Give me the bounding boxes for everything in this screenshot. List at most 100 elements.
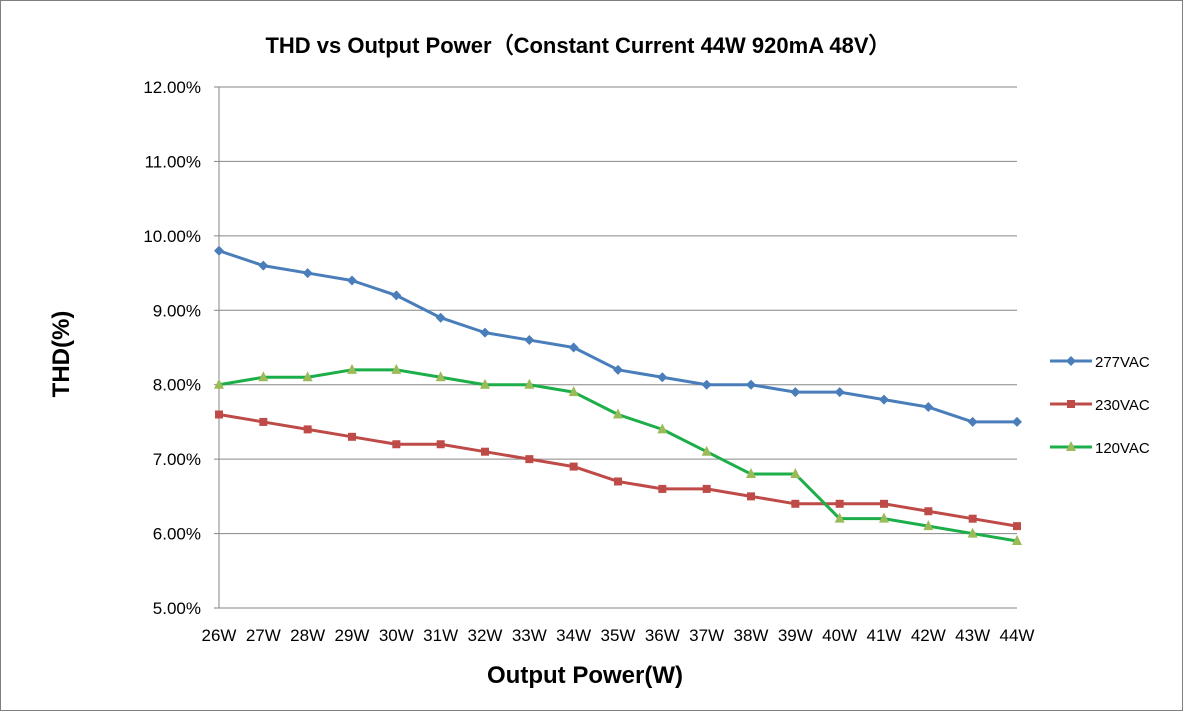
data-point	[214, 245, 224, 256]
data-point	[435, 371, 446, 382]
series-line	[218, 368, 1018, 543]
data-point	[347, 275, 357, 286]
data-point	[347, 363, 357, 374]
x-tick-label: 36W	[645, 626, 680, 645]
data-point	[923, 520, 934, 531]
x-tick-label: 42W	[911, 626, 946, 645]
y-tick-labels: 5.00% 6.00% 7.00% 8.00% 9.00% 10.00% 11.00% 12.…	[143, 78, 201, 618]
legend-label: 277VAC	[1095, 354, 1150, 371]
data-point	[481, 447, 489, 456]
data-point	[259, 417, 268, 426]
data-point	[613, 364, 623, 375]
x-tick-label: 40W	[822, 626, 857, 645]
data-point	[435, 312, 446, 323]
data-point	[302, 268, 313, 279]
y-tick-label: 6.00%	[153, 525, 201, 544]
x-tick-label: 37W	[689, 626, 724, 645]
data-point	[258, 260, 269, 271]
data-point	[702, 484, 711, 493]
x-tick-label: 27W	[246, 626, 281, 645]
data-point	[613, 408, 623, 419]
data-point	[568, 342, 579, 353]
legend-item: 230VAC	[1050, 397, 1150, 414]
data-point	[879, 394, 889, 405]
data-point	[924, 507, 933, 516]
data-point	[790, 387, 801, 398]
data-point	[614, 477, 622, 486]
x-tick-label: 43W	[955, 626, 990, 645]
y-tick-label: 12.00%	[143, 78, 201, 97]
axes	[214, 86, 1017, 609]
x-axis-title: Output Power(W)	[487, 662, 683, 689]
data-point	[1012, 535, 1022, 546]
data-point	[303, 425, 312, 434]
data-point	[436, 440, 445, 449]
chart-title: THD vs Output Power（Constant Current 44W…	[265, 33, 890, 58]
data-point	[391, 363, 402, 374]
y-tick-label: 5.00%	[153, 599, 201, 618]
x-tick-labels: 26W 27W 28W 29W 30W 31W 32W 33W 34W 35W 36W 37W 38W 3…	[202, 626, 1035, 645]
data-point	[1012, 416, 1022, 427]
series-line	[218, 413, 1018, 528]
x-tick-label: 31W	[423, 626, 458, 645]
data-point	[214, 378, 224, 389]
y-tick-label: 10.00%	[143, 227, 201, 246]
x-tick-label: 34W	[556, 626, 591, 645]
x-tick-label: 35W	[601, 626, 636, 645]
y-tick-label: 9.00%	[153, 301, 201, 320]
gridlines	[219, 86, 1017, 535]
legend-label: 230VAC	[1095, 397, 1150, 414]
data-point	[701, 379, 712, 390]
data-point	[658, 484, 667, 493]
series-120VAC	[214, 363, 1022, 546]
x-tick-label: 28W	[290, 626, 325, 645]
data-point	[967, 527, 978, 538]
legend-item: 277VAC	[1050, 354, 1150, 371]
data-point	[967, 416, 978, 427]
data-series	[214, 245, 1022, 546]
data-point	[1066, 356, 1076, 366]
data-point	[879, 512, 889, 523]
data-point	[569, 462, 578, 471]
x-tick-label: 38W	[734, 626, 769, 645]
x-tick-label: 39W	[778, 626, 813, 645]
data-point	[746, 468, 756, 479]
data-point	[480, 378, 490, 389]
series-line	[218, 249, 1017, 424]
y-axis-title: THD(%)	[48, 311, 75, 398]
legend: 277VAC 230VAC 120VAC	[1050, 354, 1150, 457]
legend-label: 120VAC	[1095, 440, 1150, 457]
y-tick-label: 8.00%	[153, 376, 201, 395]
x-tick-label: 32W	[468, 626, 503, 645]
series-230VAC	[215, 410, 1021, 531]
data-point	[701, 445, 712, 456]
data-point	[1013, 522, 1021, 531]
data-point	[791, 499, 800, 508]
x-tick-label: 44W	[1000, 626, 1035, 645]
data-point	[392, 440, 401, 449]
data-point	[302, 371, 313, 382]
data-point	[258, 371, 269, 382]
data-point	[746, 379, 756, 390]
x-tick-label: 26W	[202, 626, 237, 645]
x-tick-label: 30W	[379, 626, 414, 645]
data-point	[524, 335, 535, 346]
data-point	[1066, 441, 1076, 451]
data-point	[834, 387, 845, 398]
data-point	[480, 327, 490, 338]
x-tick-label: 29W	[335, 626, 370, 645]
legend-item: 120VAC	[1050, 440, 1150, 457]
data-point	[657, 423, 668, 434]
data-point	[1067, 400, 1075, 408]
data-point	[923, 402, 934, 413]
data-point	[391, 290, 402, 301]
data-point	[657, 372, 668, 383]
data-point	[834, 512, 845, 523]
data-point	[215, 410, 223, 419]
data-point	[568, 386, 579, 397]
y-tick-label: 11.00%	[145, 152, 201, 171]
data-point	[525, 455, 534, 464]
data-point	[747, 492, 755, 501]
data-point	[968, 514, 977, 523]
x-tick-label: 41W	[867, 626, 902, 645]
